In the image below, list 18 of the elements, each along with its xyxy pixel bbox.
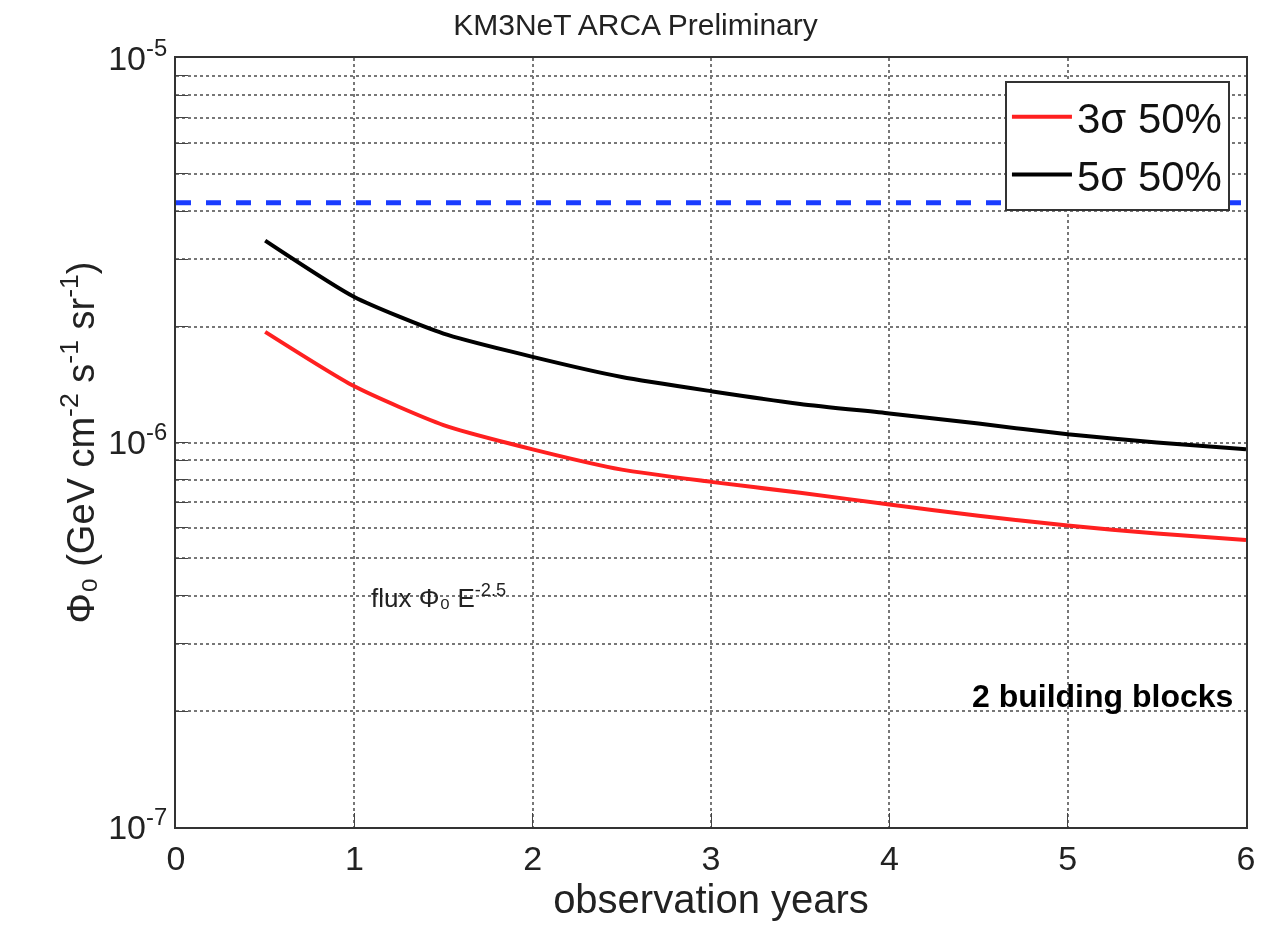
x-tick-label: 3	[701, 838, 721, 877]
line-series	[263, 238, 1246, 452]
x-tick-label: 5	[1058, 838, 1078, 877]
y-tick-label: 10$^{-5}$	[108, 33, 168, 77]
line-series	[263, 329, 1246, 542]
annotation: flux Φ₀ E$^{-2.5}$	[371, 580, 507, 613]
x-tick-label: 1	[344, 838, 364, 877]
y-tick-label: 10$^{-6}$	[108, 418, 168, 462]
x-tick-label: 4	[879, 838, 899, 877]
annotation: 2 building blocks	[972, 678, 1234, 714]
chart-title: KM3NeT ARCA Preliminary	[453, 8, 818, 42]
legend-label: 5σ 50%	[1076, 152, 1222, 200]
legend-label: 3σ 50%	[1076, 95, 1222, 143]
x-tick-label: 0	[166, 838, 186, 877]
x-tick-label: 6	[1236, 838, 1256, 877]
y-tick-label: 10$^{-7}$	[108, 802, 168, 846]
x-axis-title: observation years	[553, 876, 869, 921]
x-tick-label: 2	[523, 838, 543, 877]
